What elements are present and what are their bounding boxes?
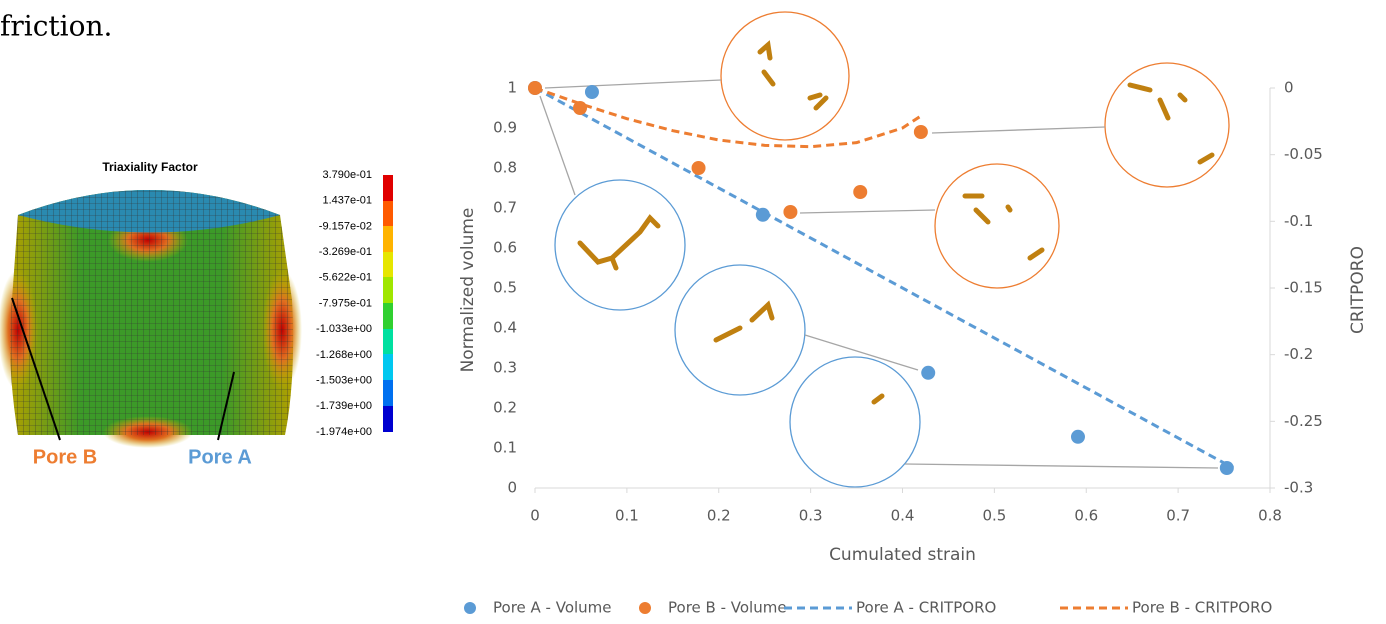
colorbar-label: -9.157e-02: [319, 220, 372, 232]
x-tick-label: 0.4: [891, 507, 915, 525]
data-point: [1071, 430, 1085, 444]
colorbar-label: 1.437e-01: [322, 195, 372, 207]
colorbar-label: -5.622e-01: [319, 272, 372, 284]
y-tick-label: 0.2: [493, 399, 517, 417]
colorbar-label: -1.033e+00: [316, 323, 372, 335]
legend-label: Pore B - Volume: [668, 599, 787, 617]
pore-label: Pore B: [33, 446, 97, 468]
x-axis-title: Cumulated strain: [829, 545, 976, 565]
data-point: [528, 81, 542, 95]
y2-tick-label: -0.25: [1284, 412, 1323, 430]
contour-title: Triaxiality Factor: [102, 160, 198, 174]
data-point: [692, 161, 706, 175]
colorbar-label: -3.269e-01: [319, 246, 372, 258]
y2-tick-label: -0.05: [1284, 145, 1323, 163]
y-tick-label: 0.5: [493, 279, 517, 297]
x-tick-label: 0.8: [1258, 507, 1282, 525]
legend-swatch: [639, 602, 651, 614]
y-tick-label: 0: [507, 479, 517, 497]
mesh-render: [0, 190, 302, 448]
y-tick-label: 0.8: [493, 159, 517, 177]
y-tick-label: 0.3: [493, 359, 517, 377]
pore-label: Pore A: [188, 446, 252, 468]
colorbar-label: -1.268e+00: [316, 349, 372, 361]
colorbar-label: -1.503e+00: [316, 375, 372, 387]
caption-text: friction.: [0, 10, 112, 43]
data-point: [585, 85, 599, 99]
colorbar-label: -1.974e+00: [316, 426, 372, 438]
data-point: [756, 208, 770, 222]
y2-tick-label: -0.2: [1284, 345, 1313, 363]
y-tick-label: 0.9: [493, 119, 517, 137]
x-tick-label: 0.5: [982, 507, 1006, 525]
data-point: [1220, 461, 1234, 475]
data-point: [783, 205, 797, 219]
y2-tick-label: -0.15: [1284, 279, 1323, 297]
x-tick-label: 0.6: [1074, 507, 1098, 525]
x-tick-label: 0.7: [1166, 507, 1190, 525]
y-tick-label: 0.7: [493, 199, 517, 217]
legend-label: Pore A - CRITPORO: [856, 599, 996, 617]
colorbar-label: -7.975e-01: [319, 297, 372, 309]
legend-swatch: [464, 602, 476, 614]
data-point: [914, 125, 928, 139]
legend-label: Pore B - CRITPORO: [1132, 599, 1272, 617]
legend-label: Pore A - Volume: [493, 599, 612, 617]
y2-tick-label: -0.3: [1284, 479, 1313, 497]
colorbar-label: -1.739e+00: [316, 400, 372, 412]
data-line: [535, 88, 1233, 468]
x-tick-label: 0.3: [799, 507, 823, 525]
y-tick-label: 0.6: [493, 239, 517, 257]
x-tick-label: 0.2: [707, 507, 731, 525]
x-tick-label: 0.1: [615, 507, 639, 525]
y2-tick-label: 0: [1284, 79, 1294, 97]
colorbar-label: 3.790e-01: [322, 169, 372, 181]
y-tick-label: 0.1: [493, 439, 517, 457]
figure: friction. Triaxiality Factor Pore B Pore…: [0, 0, 1386, 620]
x-tick-label: 0: [530, 507, 540, 525]
y2-axis-title: CRITPORO: [1348, 246, 1368, 334]
y-tick-label: 1: [507, 79, 517, 97]
data-point: [853, 185, 867, 199]
y2-tick-label: -0.1: [1284, 212, 1313, 230]
y-axis-title: Normalized volume: [458, 208, 478, 373]
data-point: [573, 101, 587, 115]
colorbar: [383, 175, 393, 432]
data-point: [921, 366, 935, 380]
y-tick-label: 0.4: [493, 319, 517, 337]
